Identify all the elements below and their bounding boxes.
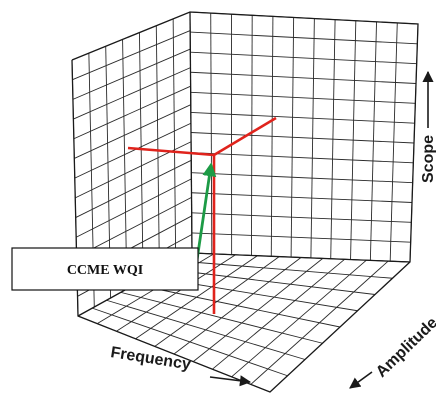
grid-back-line <box>190 111 415 124</box>
index-label-box: CCME WQI <box>11 247 199 291</box>
grid-back-line <box>190 31 418 45</box>
amplitude-axis: Amplitude <box>349 314 436 389</box>
grid-back-line <box>191 172 413 184</box>
scope-axis: Scope <box>420 70 436 183</box>
red-axis-diagonal <box>213 116 277 157</box>
grid-floor-line <box>106 299 306 360</box>
grid-left-line <box>172 18 177 263</box>
grid-back-line <box>190 71 417 84</box>
red-axes <box>127 116 277 314</box>
grid-back-line <box>191 232 411 243</box>
grid-back-line <box>190 91 416 104</box>
grid-left-line <box>75 178 192 238</box>
grid-left-line <box>75 159 192 218</box>
amplitude-label: Amplitude <box>373 314 436 381</box>
grid-floor-line <box>120 291 323 344</box>
grid-back-line <box>191 152 414 164</box>
grid-left-line <box>72 48 191 100</box>
grid-left-line <box>74 104 191 159</box>
grid-left-line <box>72 30 191 81</box>
frame-edges <box>71 11 419 393</box>
grid-back-line <box>191 192 413 203</box>
index-vector-arrow <box>195 162 217 261</box>
grid-left-line <box>73 67 191 120</box>
frequency-label: Frequency <box>109 344 192 373</box>
frequency-arrow <box>209 375 252 387</box>
grid-back-line <box>191 212 412 223</box>
red-axis-left <box>127 146 215 157</box>
grid-floor-line <box>134 284 341 328</box>
back-wall-grid <box>189 11 419 263</box>
grid-left-line <box>155 25 160 272</box>
grid-back-line <box>190 51 417 65</box>
grid-left-line <box>76 196 192 258</box>
amplitude-arrow <box>349 371 373 389</box>
grid-floor-line <box>177 260 393 279</box>
scope-label: Scope <box>420 135 436 183</box>
grid-back-line <box>190 132 415 144</box>
index-label-text: CCME WQI <box>67 263 143 278</box>
grid-left-line <box>138 32 144 281</box>
grid-left-line <box>73 85 191 140</box>
grid-floor-line <box>163 268 376 295</box>
grid-left-line <box>74 122 192 179</box>
grid-floor-line <box>92 307 288 377</box>
